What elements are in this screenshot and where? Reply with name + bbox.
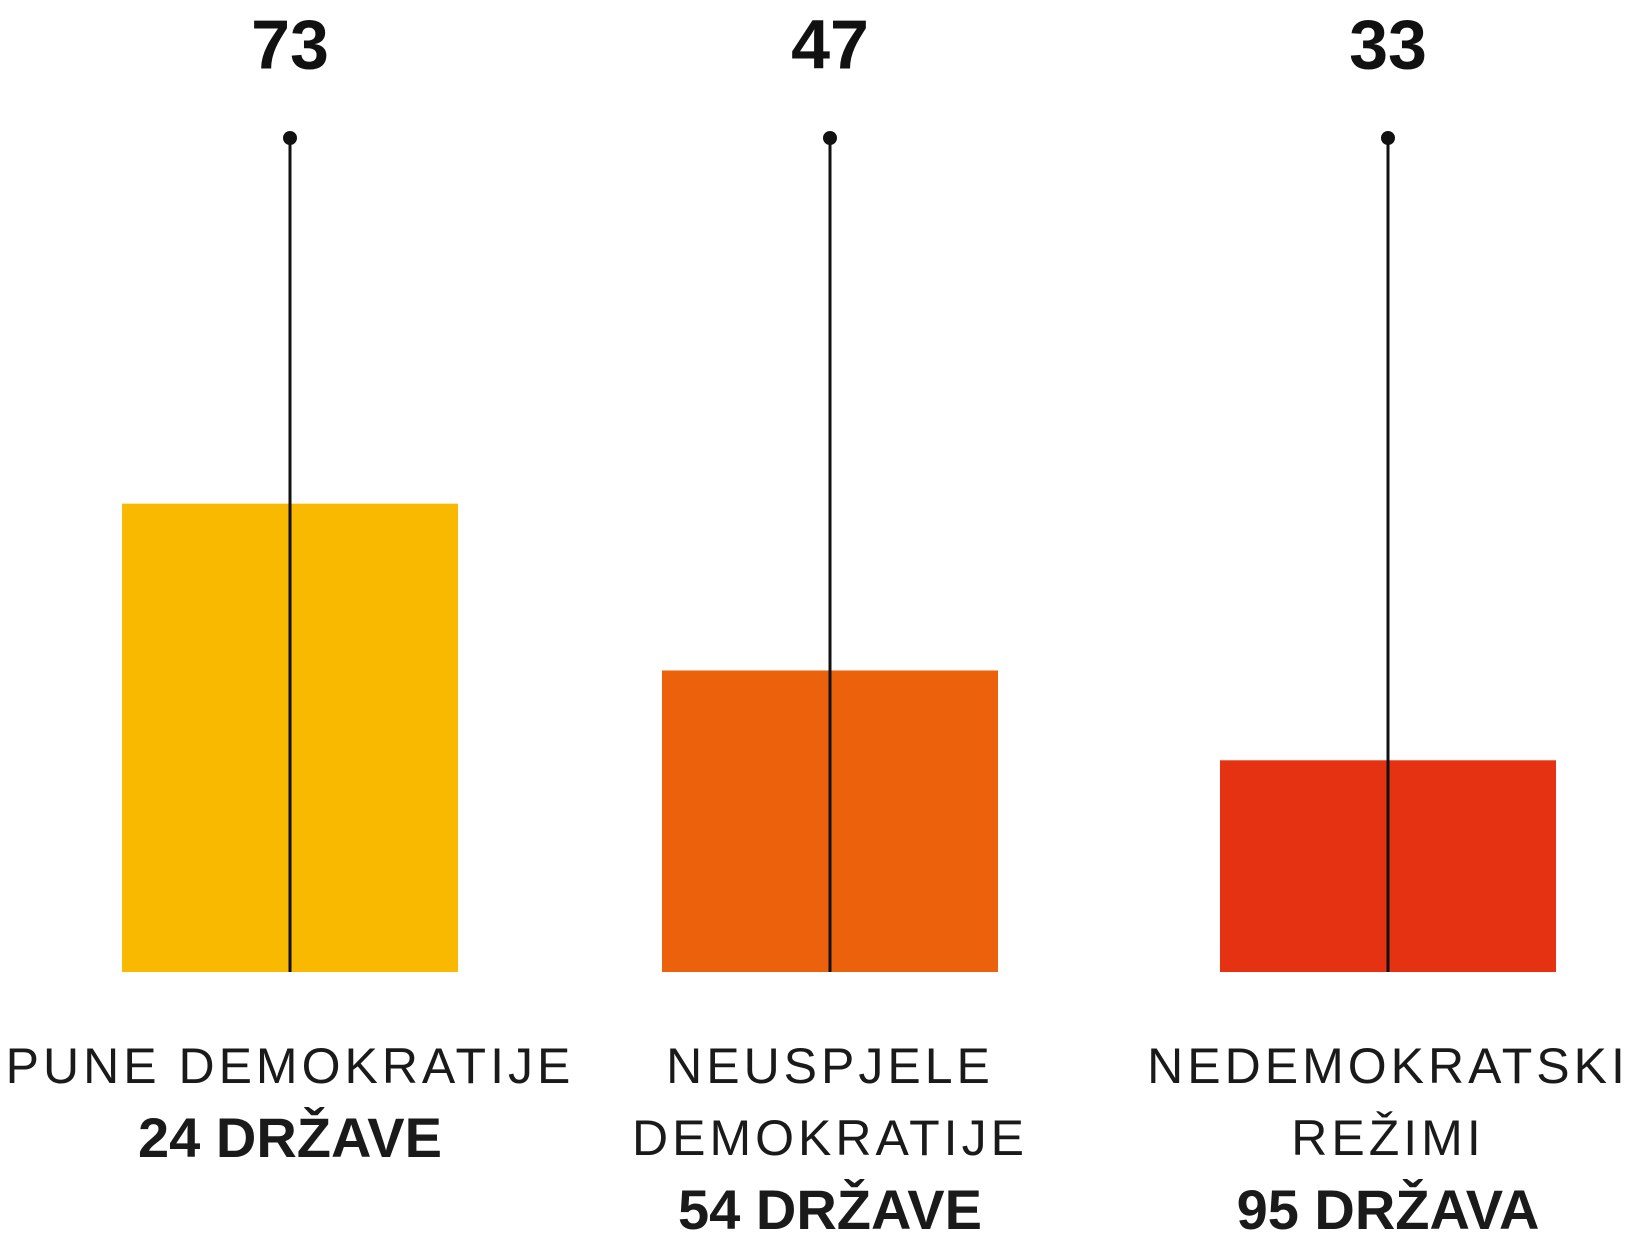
count-label: 24 DRŽAVE xyxy=(138,1106,442,1169)
category-label: PUNE DEMOKRATIJE xyxy=(6,1038,575,1094)
category-label: NEDEMOKRATSKI xyxy=(1147,1038,1629,1094)
category-label: NEUSPJELE xyxy=(666,1038,994,1094)
pointer-dot xyxy=(1381,131,1395,145)
value-label: 73 xyxy=(251,5,329,83)
value-label: 33 xyxy=(1349,5,1427,83)
category-label: DEMOKRATIJE xyxy=(632,1110,1028,1166)
pointer-dot xyxy=(823,131,837,145)
count-label: 95 DRŽAVA xyxy=(1237,1178,1540,1237)
category-label: REŽIMI xyxy=(1291,1110,1484,1166)
pointer-dot xyxy=(283,131,297,145)
count-label: 54 DRŽAVE xyxy=(678,1178,982,1237)
value-label: 47 xyxy=(791,5,869,83)
